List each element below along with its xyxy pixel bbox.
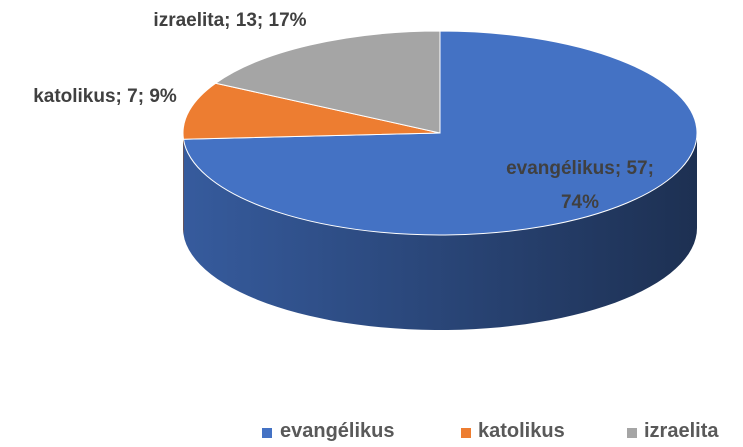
legend-label: evangélikus [280,420,395,442]
slice-side [183,133,184,235]
data-label: katolikus; 7; 9% [33,86,177,107]
legend-label: izraelita [644,420,719,442]
data-label: evangélikus; 57; 74% [506,158,654,213]
slice [214,30,441,134]
slice [182,82,441,140]
slice-side [183,133,697,330]
legend-swatch [461,428,471,438]
data-label: izraelita; 13; 17% [153,10,307,31]
legend-label: katolikus [478,420,565,442]
legend-swatch [262,428,272,438]
legend-swatch [627,428,637,438]
